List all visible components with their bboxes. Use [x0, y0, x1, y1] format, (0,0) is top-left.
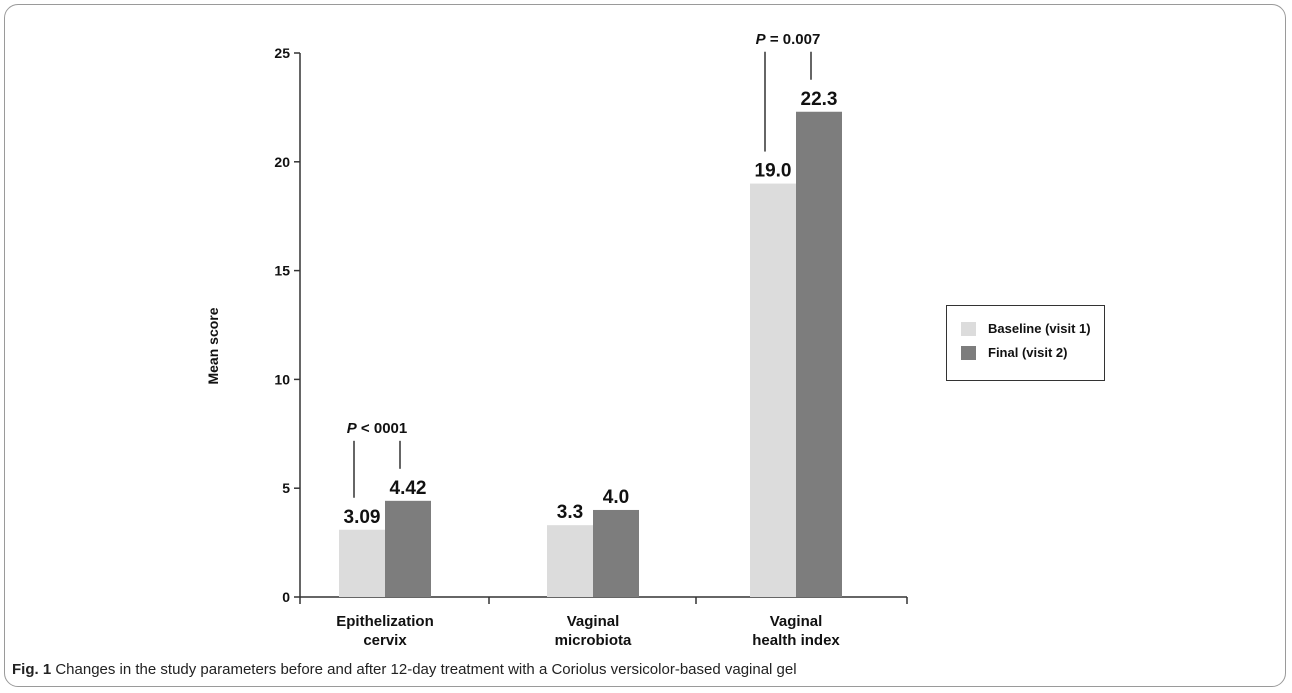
bar-final [796, 111, 842, 597]
x-tick-label: microbiota [555, 632, 632, 649]
chart-bars [339, 111, 842, 597]
bar-baseline [547, 525, 593, 597]
legend-swatch-baseline [961, 321, 976, 336]
data-label: 4.0 [603, 487, 629, 508]
significance-p: P [347, 420, 358, 437]
y-axis-label: Mean score [205, 307, 221, 384]
caption-text: Changes in the study parameters before a… [51, 661, 797, 678]
y-tick-label: 15 [274, 263, 290, 279]
legend-label-baseline: Baseline (visit 1) [988, 321, 1091, 336]
chart-data-labels: 3.09 3.3 19.0 4.42 4.0 22.3 [344, 89, 838, 528]
data-label: 4.42 [390, 478, 427, 499]
x-tick-label: Vaginal [770, 613, 823, 630]
legend-label-final: Final (visit 2) [988, 345, 1068, 360]
significance-value: < 0001 [357, 420, 407, 437]
bar-final [385, 500, 431, 597]
x-tick-label: cervix [363, 632, 407, 649]
bar-final [593, 509, 639, 597]
bar-baseline [339, 529, 385, 597]
caption-label: Fig. 1 [12, 661, 52, 678]
significance-label: P = 0.007 [756, 31, 821, 48]
y-tick-label: 20 [274, 154, 290, 170]
data-label: 3.3 [557, 502, 583, 523]
x-tick-label: Vaginal [567, 613, 620, 630]
data-label: 3.09 [344, 507, 381, 528]
y-tick-label: 0 [282, 589, 290, 605]
figure-caption: Fig. 1 Changes in the study parameters b… [12, 661, 797, 678]
legend-item-baseline: Baseline (visit 1) [961, 321, 1091, 336]
x-tick-label: Epithelization [336, 613, 434, 630]
significance-p: P [756, 31, 767, 48]
data-label: 19.0 [755, 161, 792, 182]
y-tick-label: 25 [274, 45, 290, 61]
legend-swatch-final [961, 345, 976, 360]
significance-value: = 0.007 [766, 31, 821, 48]
data-label: 22.3 [801, 89, 838, 110]
y-tick-label: 5 [282, 480, 290, 496]
significance-label: P < 0001 [347, 420, 407, 437]
legend-item-final: Final (visit 2) [961, 345, 1067, 360]
y-tick-label: 10 [274, 371, 290, 387]
chart-legend: Baseline (visit 1) Final (visit 2) [946, 305, 1105, 381]
x-tick-label: health index [752, 632, 840, 649]
bar-baseline [750, 183, 796, 597]
